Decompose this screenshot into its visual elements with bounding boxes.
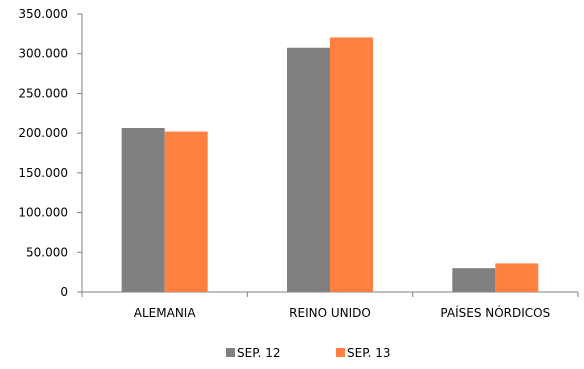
y-tick-label: 250.000 <box>18 86 68 100</box>
y-tick-label: 350.000 <box>18 7 68 21</box>
bar-reino-unido-series-0 <box>287 47 330 292</box>
legend: SEP. 12 SEP. 13 <box>226 346 390 360</box>
bar-alemania-series-1 <box>164 131 208 292</box>
legend-swatch <box>336 348 345 357</box>
bar-pa-ses-n-rdicos-series-1 <box>495 263 539 292</box>
legend-label: SEP. 13 <box>347 346 390 360</box>
x-category-label: REINO UNIDO <box>289 306 371 320</box>
y-tick-label: 150.000 <box>18 166 68 180</box>
x-category-label: PAÍSES NÓRDICOS <box>440 305 550 320</box>
y-tick-label: 0 <box>60 285 68 299</box>
bars <box>121 37 539 292</box>
y-tick-label: 200.000 <box>18 126 68 140</box>
bar-pa-ses-n-rdicos-series-0 <box>452 268 496 292</box>
y-tick-label: 300.000 <box>18 47 68 61</box>
bar-alemania-series-0 <box>121 127 165 292</box>
y-tick-label: 50.000 <box>26 245 68 259</box>
bar-reino-unido-series-1 <box>330 37 373 292</box>
y-tick-label: 100.000 <box>18 206 68 220</box>
legend-label: SEP. 12 <box>237 346 280 360</box>
labels: 0 50.000 100.000 150.000 200.000 250.000 300.0… <box>18 7 550 320</box>
legend-swatch <box>226 348 235 357</box>
x-category-label: ALEMANIA <box>134 306 197 320</box>
